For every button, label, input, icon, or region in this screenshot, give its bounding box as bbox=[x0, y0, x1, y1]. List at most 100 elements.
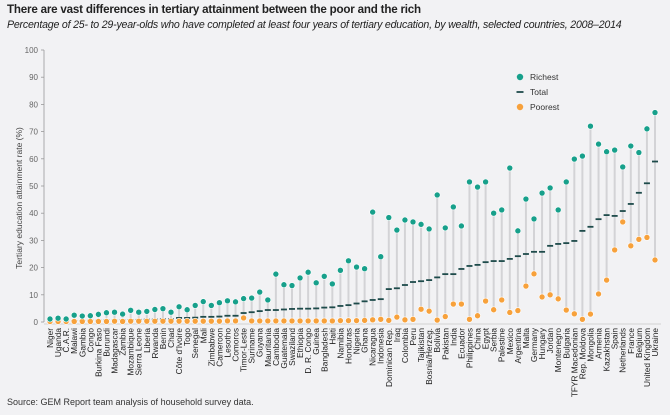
chart-subtitle: Percentage of 25- to 29-year-olds who ha… bbox=[7, 19, 622, 31]
poorest-point bbox=[651, 256, 659, 264]
x-category-label: Swaziland bbox=[287, 328, 297, 366]
richest-point bbox=[296, 274, 304, 282]
x-category-label: Guatemala bbox=[279, 328, 289, 369]
x-category-label: Ukraine bbox=[650, 328, 660, 357]
x-category-label: Serbia bbox=[489, 328, 499, 352]
richest-point bbox=[482, 178, 489, 186]
legend-poorest-label: Poorest bbox=[530, 102, 560, 112]
richest-point bbox=[627, 142, 635, 150]
poorest-point bbox=[167, 317, 175, 325]
x-category-label: Timor-Leste bbox=[239, 328, 249, 372]
x-category-label: India bbox=[448, 328, 458, 346]
poorest-point bbox=[433, 316, 441, 324]
poorest-point bbox=[103, 318, 110, 325]
poorest-point bbox=[95, 318, 102, 325]
x-category-label: Hungary bbox=[537, 327, 547, 359]
richest-point bbox=[119, 310, 126, 318]
poorest-point bbox=[208, 317, 215, 325]
richest-point bbox=[401, 216, 409, 224]
x-category-label: Honduras bbox=[343, 328, 353, 364]
poorest-point bbox=[401, 316, 409, 324]
x-category-label: Haiti bbox=[327, 328, 337, 345]
richest-point bbox=[409, 218, 417, 226]
richest-point bbox=[425, 225, 433, 233]
poorest-point bbox=[474, 312, 481, 320]
poorest-point bbox=[458, 300, 465, 308]
poorest-point bbox=[183, 317, 191, 325]
x-category-label: Comoros bbox=[231, 328, 241, 362]
richest-point bbox=[224, 297, 231, 305]
poorest-point bbox=[385, 317, 393, 324]
poorest-point bbox=[538, 293, 546, 301]
richest-point bbox=[337, 267, 344, 274]
poorest-point bbox=[369, 316, 376, 324]
richest-point bbox=[288, 282, 296, 289]
x-category-label: Rep. Moldova bbox=[577, 328, 587, 380]
richest-point bbox=[70, 311, 78, 319]
y-tick-label: 90 bbox=[29, 73, 38, 82]
x-category-label: Philippines bbox=[464, 328, 474, 368]
richest-point bbox=[595, 140, 602, 148]
x-category-label: Spain bbox=[610, 328, 620, 350]
poorest-point bbox=[135, 317, 143, 325]
x-category-label: Bolivia bbox=[432, 328, 442, 353]
x-category-label: Mexico bbox=[505, 328, 515, 355]
richest-point bbox=[458, 222, 465, 230]
x-category-label: Namibia bbox=[335, 328, 345, 359]
richest-point bbox=[369, 208, 376, 216]
poorest-point bbox=[409, 315, 417, 323]
y-tick-label: 20 bbox=[29, 264, 38, 273]
poorest-point bbox=[199, 317, 207, 325]
richest-point bbox=[498, 206, 506, 214]
poorest-point bbox=[256, 317, 264, 325]
poorest-point bbox=[587, 310, 594, 318]
richest-point bbox=[54, 314, 62, 322]
poorest-point bbox=[571, 310, 578, 318]
x-category-label: Colombia bbox=[400, 328, 410, 363]
x-category-label: Uganda bbox=[53, 328, 63, 357]
x-category-label: Argentina bbox=[513, 328, 523, 364]
poorest-point bbox=[627, 242, 635, 250]
x-category-label: Niger bbox=[45, 328, 55, 348]
richest-point bbox=[514, 227, 522, 235]
x-category-label: Cambodia bbox=[271, 328, 281, 366]
richest-point bbox=[562, 178, 570, 186]
richest-point bbox=[256, 288, 264, 296]
richest-point bbox=[183, 306, 191, 314]
x-category-label: United Kingdom bbox=[642, 328, 652, 387]
poorest-point bbox=[143, 317, 151, 325]
richest-point bbox=[208, 302, 215, 309]
poorest-point bbox=[272, 317, 280, 325]
poorest-point bbox=[329, 317, 336, 325]
x-category-label: Bosnia/Herzeg. bbox=[424, 328, 434, 385]
poorest-point bbox=[466, 315, 473, 323]
x-category-label: Ecuador bbox=[456, 328, 466, 359]
richest-point bbox=[538, 189, 546, 197]
x-category-label: Mongolia bbox=[585, 328, 595, 362]
y-tick-label: 40 bbox=[29, 209, 38, 218]
poorest-point bbox=[151, 317, 159, 325]
poorest-point bbox=[232, 317, 239, 325]
richest-point bbox=[393, 226, 401, 234]
poorest-point bbox=[240, 314, 247, 322]
y-tick-label: 60 bbox=[29, 155, 38, 164]
poorest-point bbox=[425, 307, 433, 315]
x-category-label: Germany bbox=[529, 327, 539, 362]
source-note: Source: GEM Report team analysis of hous… bbox=[7, 397, 254, 407]
richest-point bbox=[232, 298, 239, 306]
x-category-label: Côte d'Ivoire bbox=[174, 328, 184, 375]
richest-point bbox=[191, 302, 199, 309]
richest-point bbox=[272, 270, 280, 278]
y-tick-label: 100 bbox=[25, 46, 39, 55]
richest-point bbox=[95, 311, 102, 318]
richest-point bbox=[554, 206, 562, 214]
richest-point bbox=[329, 280, 336, 288]
richest-point bbox=[143, 308, 151, 315]
x-category-label: Liberia bbox=[142, 328, 152, 353]
x-category-label: C.A.R. bbox=[61, 328, 71, 352]
poorest-point bbox=[506, 309, 514, 316]
richest-point bbox=[87, 312, 94, 320]
richest-point bbox=[199, 298, 207, 305]
x-category-label: Cameroon bbox=[214, 328, 224, 367]
richest-point bbox=[377, 253, 385, 261]
